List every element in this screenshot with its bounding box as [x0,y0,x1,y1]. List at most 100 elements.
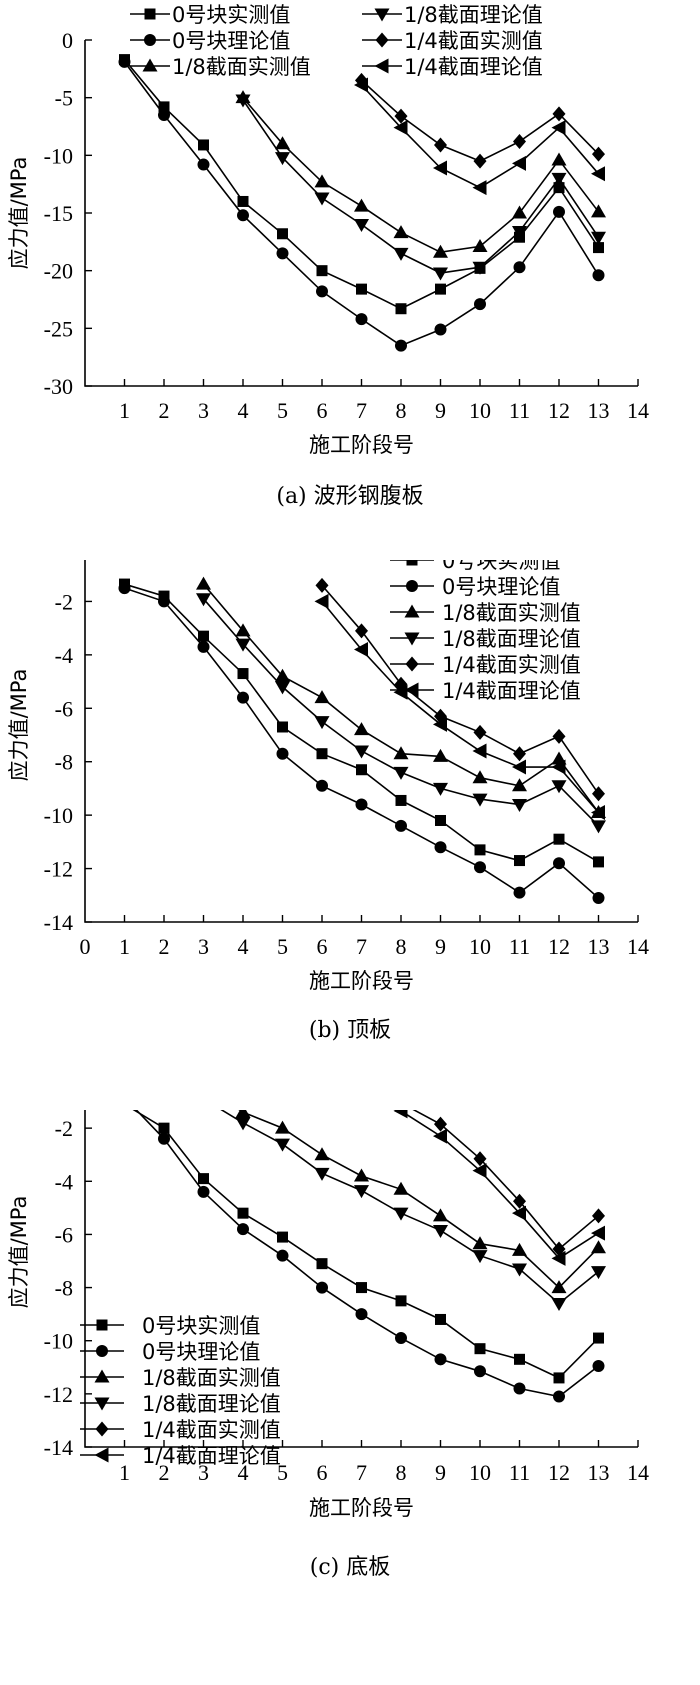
x-axis-label-b: 施工阶段号 [309,969,414,993]
data-point [513,261,526,274]
data-point [433,1224,448,1238]
y-tick-label-b: -12 [44,857,73,882]
legend-marker [94,1447,109,1463]
data-point [314,192,330,206]
data-point [196,576,211,590]
data-point [275,1138,290,1152]
y-tick-label-b: -2 [55,589,73,614]
legend-label: 0号块实测值 [172,3,290,27]
legend-label: 0号块实测值 [442,560,560,573]
data-point [472,1250,488,1264]
x-tick-label-b: 6 [317,934,328,959]
data-point [395,303,407,315]
x-tick-label-c: 12 [548,1460,570,1485]
data-point [277,228,288,240]
series-a-0 [119,54,604,315]
series-b-1 [118,582,605,904]
legend-entry-b-5: 1/4截面理论值 [390,679,581,703]
data-point [275,668,290,682]
legend-label: 0号块理论值 [142,1340,260,1364]
data-point [592,269,605,282]
data-point [316,779,328,792]
data-point [235,94,251,108]
legend-label: 0号块理论值 [442,575,560,599]
data-point [472,743,487,759]
data-point [433,782,448,796]
x-tick-label-c: 1 [119,1460,130,1485]
caption-b: (b) 顶板 [309,1018,391,1043]
data-point [592,786,605,802]
data-point [553,205,565,218]
data-point [433,748,448,762]
x-tick-label-a: 2 [159,398,170,423]
legend-entry-a-2: 1/8截面实测值 [130,55,311,79]
series-line [238,1110,600,1289]
legend-label: 1/4截面理论值 [142,1444,281,1468]
series-line [220,1110,600,1305]
data-point [198,1173,209,1185]
data-point [354,198,369,212]
data-point [197,1185,210,1198]
x-tick-label-b: 4 [238,934,249,959]
x-tick-label-c: 8 [396,1460,407,1485]
data-point [316,748,328,760]
x-tick-label-c: 6 [317,1460,328,1485]
legend-label: 1/4截面实测值 [142,1418,281,1442]
data-point [474,1343,486,1355]
data-point [513,133,526,149]
series-c-2 [235,1110,606,1294]
data-point [513,746,526,762]
data-point [512,1263,527,1277]
data-point [393,1181,409,1195]
x-tick-label-b: 5 [277,934,288,959]
legend-entry-b-1: 0号块理论值 [390,575,560,599]
data-point [512,155,526,171]
y-tick-label-c: -2 [55,1116,73,1141]
data-point [354,745,369,759]
y-tick-label-b: -4 [55,643,73,668]
data-point [276,747,289,760]
legend-label: 0号块实测值 [142,1314,260,1338]
legend-label: 1/8截面实测值 [142,1366,281,1390]
caption-c: (c) 底板 [310,1555,390,1580]
y-tick-label-c: -6 [55,1222,73,1247]
data-point [474,1365,486,1378]
legend-marker [142,58,158,72]
legend-marker [96,1319,108,1331]
data-point [591,204,606,218]
data-point [472,180,487,196]
legend-marker [404,604,420,618]
y-tick-label-c: -12 [44,1382,73,1407]
series-line [321,584,600,795]
series-b-2 [196,576,606,818]
x-tick-label-a: 8 [396,398,407,423]
data-point [393,247,409,261]
x-tick-label-a: 3 [198,398,209,423]
legend-entry-b-0: 0号块实测值 [390,560,560,573]
x-tick-label-b: 3 [198,934,209,959]
legend-label: 1/4截面实测值 [404,29,543,53]
y-tick-label-b: 0 [62,560,73,561]
x-tick-label-c: 2 [159,1460,170,1485]
legend-entry-a-1: 0号块理论值 [130,29,290,53]
data-point [395,339,407,352]
data-point [512,225,527,239]
data-point [592,1208,605,1224]
data-point [591,804,605,820]
x-tick-label-b: 12 [548,934,570,959]
data-point [593,856,604,868]
x-tick-label-b: 7 [356,934,367,959]
legend-marker [404,632,420,646]
data-point [354,1185,369,1199]
legend-entry-c-5: 1/4截面理论值 [80,1444,281,1468]
x-tick-label-c: 14 [627,1460,649,1485]
x-tick-label-a: 11 [509,398,530,423]
data-point [235,638,251,652]
data-point [472,238,488,252]
series-line [242,99,600,274]
data-point [592,1359,605,1372]
data-point [514,855,525,867]
series-line [242,97,600,254]
y-tick-label-c: -8 [55,1276,73,1301]
series-line [123,59,600,310]
